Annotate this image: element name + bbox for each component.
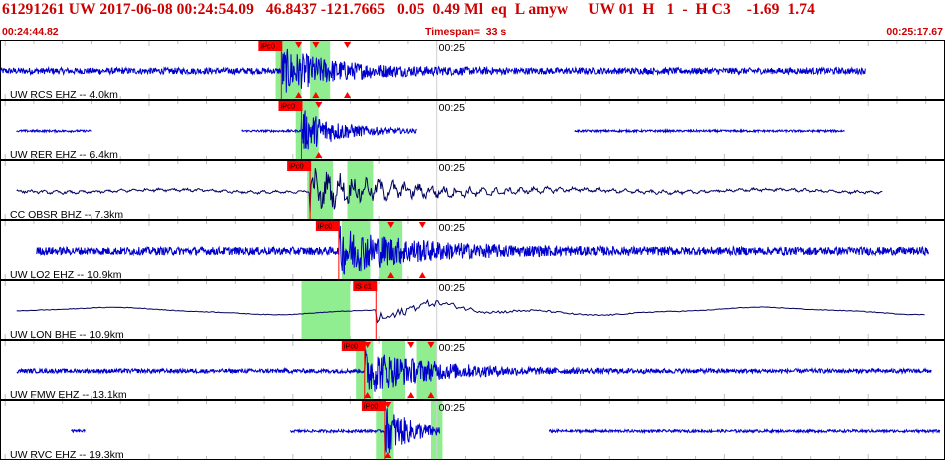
station-label: UW RVC EHZ -- 19.3km (10, 449, 124, 460)
arrival-marker-top (315, 102, 323, 108)
window-end-time: 00:25:17.67 (886, 26, 943, 38)
pick-flag[interactable] (341, 341, 366, 351)
pick-flag-label: iS c1 (355, 282, 372, 291)
minute-label: 00:25 (439, 402, 465, 414)
event-header: 61291261 UW 2017-06-08 00:24:54.09 46.84… (0, 0, 945, 40)
station-label: CC OBSR BHZ -- 7.3km (10, 209, 123, 221)
arrival-marker-top (312, 42, 320, 48)
arrival-marker-bottom (315, 152, 323, 158)
arrival-marker-bottom (407, 392, 415, 398)
station-label: UW RER EHZ -- 6.4km (10, 149, 118, 161)
pick-flag[interactable] (258, 41, 283, 51)
arrival-marker-top (427, 342, 435, 348)
minute-label: 00:25 (439, 42, 465, 54)
arrival-marker-bottom (387, 272, 395, 278)
station-label: UW LON BHE -- 10.9km (10, 329, 124, 341)
waveform-trace[interactable] (16, 298, 925, 324)
window-start-time: 00:24:44.82 (2, 26, 59, 38)
minute-label: 00:25 (439, 282, 465, 294)
timespan-readout: Timespan= 33 s (425, 26, 507, 38)
pick-flag[interactable] (315, 221, 340, 231)
pick-flag[interactable] (278, 101, 303, 111)
waveform-trace[interactable] (16, 168, 883, 213)
pick-flag-label: iPc0 (318, 222, 333, 231)
event-summary-title: 61291261 UW 2017-06-08 00:24:54.09 46.84… (2, 1, 815, 18)
waveform-trace[interactable] (70, 408, 941, 454)
pick-window (330, 281, 351, 339)
minute-label: 00:25 (439, 102, 465, 114)
minute-label: 00:25 (439, 222, 465, 234)
minute-label: 00:25 (439, 342, 465, 354)
pick-flag[interactable] (287, 161, 312, 171)
trace-panel[interactable] (0, 400, 945, 460)
arrival-marker-top (295, 42, 303, 48)
arrival-marker-top (387, 222, 395, 228)
station-label: UW FMW EHZ -- 13.1km (10, 389, 127, 401)
arrival-marker-top (407, 342, 415, 348)
arrival-marker-bottom (312, 92, 320, 98)
waveform-trace[interactable] (16, 110, 845, 150)
arrival-marker-top (364, 342, 372, 348)
arrival-marker-top (384, 402, 392, 408)
arrival-marker-bottom (384, 452, 392, 458)
waveform-trace[interactable] (0, 48, 866, 93)
arrival-marker-bottom (295, 92, 303, 98)
arrival-marker-bottom (344, 92, 352, 98)
pick-flag-label: iPc0 (344, 342, 359, 351)
pick-flag-label: iPc0 (364, 402, 379, 411)
waveform-trace[interactable] (36, 225, 929, 275)
arrival-marker-bottom (418, 272, 426, 278)
trace-panel[interactable] (0, 100, 945, 160)
waveform-trace[interactable] (16, 349, 932, 392)
pick-flag-label: iPc0 (260, 42, 275, 51)
pick-flag-label: iPc0 (280, 102, 295, 111)
arrival-marker-bottom (427, 392, 435, 398)
pick-flag-label: iPc0 (289, 162, 304, 171)
arrival-marker-top (418, 222, 426, 228)
pick-flag[interactable] (361, 401, 386, 411)
station-label: UW RCS EHZ -- 4.0km (10, 89, 118, 101)
arrival-marker-top (344, 42, 352, 48)
arrival-marker-bottom (364, 392, 372, 398)
pick-flag[interactable] (353, 281, 378, 291)
pick-window (307, 161, 334, 219)
station-label: UW LO2 EHZ -- 10.9km (10, 269, 122, 281)
minute-label: 00:25 (439, 162, 465, 174)
pick-window (347, 161, 374, 219)
